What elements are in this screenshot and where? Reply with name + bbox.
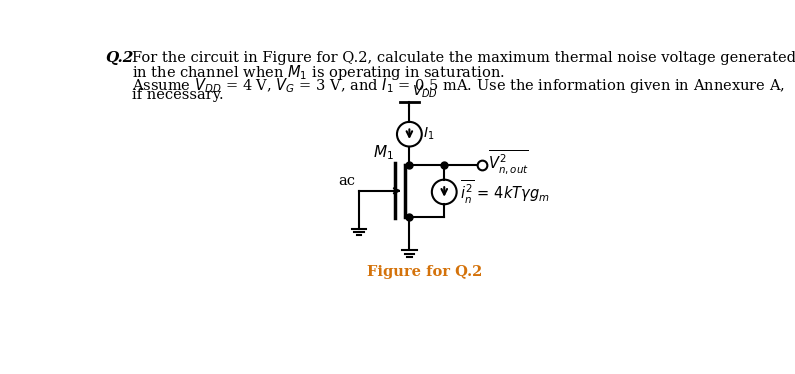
Text: $I_1$: $I_1$ [423,126,435,142]
Text: $\overline{V^2_{n,out}}$: $\overline{V^2_{n,out}}$ [488,150,529,178]
Text: Assume $V_{DD}$ = 4 V, $V_G$ = 3 V, and $I_1$ = 0.5 mA. Use the information give: Assume $V_{DD}$ = 4 V, $V_G$ = 3 V, and … [132,76,785,95]
Text: $M_1$: $M_1$ [373,143,394,162]
Text: For the circuit in Figure for Q.2, calculate the maximum thermal noise voltage g: For the circuit in Figure for Q.2, calcu… [132,51,795,65]
Text: Figure for Q.2: Figure for Q.2 [367,265,483,279]
Text: $V_{DD}$: $V_{DD}$ [413,83,439,99]
Text: Q.2: Q.2 [106,51,134,65]
Text: in the channel when $M_1$ is operating in saturation.: in the channel when $M_1$ is operating i… [132,63,505,82]
Text: $\overline{i^2_n}$ = 4$kT\gamma g_m$: $\overline{i^2_n}$ = 4$kT\gamma g_m$ [460,178,549,206]
Text: ac: ac [338,174,355,188]
Text: if necessary.: if necessary. [132,88,223,102]
